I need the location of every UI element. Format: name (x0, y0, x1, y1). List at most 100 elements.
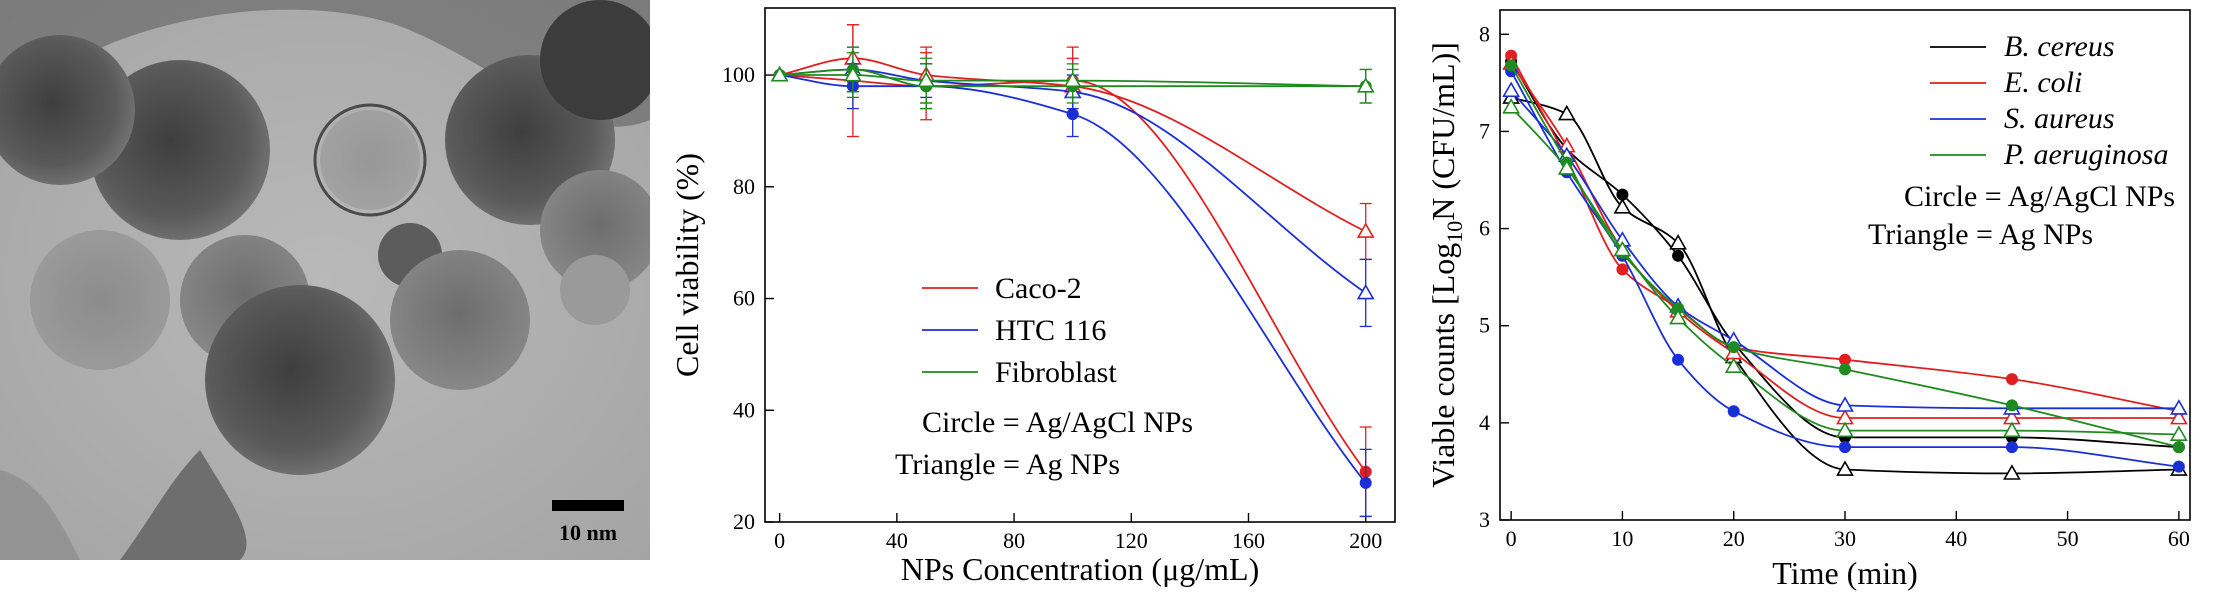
data-point-triangle (1356, 222, 1375, 238)
nanoparticle (540, 170, 660, 290)
data-point-circle (1066, 108, 1079, 121)
data-point-triangle (2169, 399, 2188, 415)
y-tick-label: 60 (733, 286, 755, 311)
series-p-aeruginosa-triangle (1502, 98, 2188, 441)
x-tick-label: 20 (1723, 526, 1745, 551)
legend-note: Triangle = Ag NPs (1868, 218, 2093, 251)
x-tick-label: 80 (1003, 528, 1025, 553)
data-point-circle (1672, 249, 1685, 262)
legend-label: E. coli (2003, 66, 2082, 99)
legend-label: Caco-2 (995, 272, 1082, 305)
data-point-triangle (770, 65, 789, 82)
data-point-circle (1672, 353, 1685, 366)
data-point-circle (1505, 59, 1518, 72)
nanoparticle (313, 103, 427, 217)
data-point-triangle (1613, 240, 1632, 257)
nanoparticle (90, 60, 270, 240)
tem-micrograph: 10 nm (0, 0, 660, 560)
y-axis-label: Viable counts [Log10N (CFU/mL)] (1425, 42, 1467, 488)
y-tick-label: 4 (1479, 410, 1490, 435)
data-point-triangle (1557, 159, 1576, 175)
data-point-circle (1616, 263, 1629, 276)
data-point-triangle (1502, 98, 1521, 114)
data-point-circle (1839, 441, 1851, 454)
data-point-circle (2172, 460, 2185, 473)
legend-label: Fibroblast (995, 356, 1117, 389)
y-axis-label: Cell viability (%) (669, 153, 705, 377)
data-point-triangle (1669, 234, 1687, 250)
data-point-triangle (1724, 357, 1743, 373)
data-point-triangle (1557, 104, 1576, 121)
data-point-circle (2005, 399, 2018, 412)
x-tick-label: 10 (1611, 526, 1633, 551)
tem-image: 10 nm (0, 0, 660, 560)
data-point-circle (1727, 341, 1740, 354)
data-point-triangle (844, 65, 862, 82)
data-point-triangle (1836, 421, 1854, 438)
data-point-circle (2172, 441, 2185, 454)
nanoparticle (0, 35, 135, 185)
legend-label: B. cereus (2004, 30, 2115, 63)
y-tick-label: 5 (1479, 313, 1490, 338)
x-tick-label: 160 (1232, 528, 1265, 553)
nanoparticle (390, 250, 530, 390)
data-point-triangle (2169, 425, 2188, 441)
nanoparticle (30, 230, 170, 370)
x-tick-label: 30 (1834, 526, 1856, 551)
data-point-triangle (917, 71, 936, 88)
y-axis-label-part: N (CFU/mL)] (1425, 42, 1461, 221)
y-axis-label-subscript: 10 (1442, 221, 1467, 243)
legend-label: P. aeruginosa (2003, 138, 2168, 171)
x-tick-label: 0 (774, 528, 785, 553)
legend-note: Triangle = Ag NPs (895, 448, 1120, 481)
nanoparticle (205, 285, 395, 475)
series-fibroblast-triangle (770, 52, 1375, 104)
x-tick-label: 50 (2057, 526, 2079, 551)
x-tick-label: 0 (1506, 526, 1517, 551)
series-caco-2-triangle (770, 24, 1375, 261)
legend-note: Circle = Ag/AgCl NPs (922, 406, 1193, 439)
viable-counts-chart: 0 10 20 30 40 50 60 3 4 5 6 7 8 Time (min) Viable co… (1420, 0, 2213, 594)
data-point-triangle (2003, 464, 2021, 480)
data-point-triangle (1836, 396, 1854, 412)
y-tick-label: 20 (733, 509, 755, 534)
viable-counts-plot: 0 10 20 30 40 50 60 3 4 5 6 7 8 Time (min) Viable co… (1425, 9, 2191, 591)
legend-label: HTC 116 (995, 314, 1106, 347)
cell-viability-plot: 0 40 80 120 160 200 20 40 60 80 100 NPs Concentrat… (669, 7, 1396, 587)
y-tick-label: 8 (1479, 21, 1490, 46)
y-tick-label: 7 (1479, 118, 1490, 143)
data-point-circle (1839, 363, 1851, 376)
x-axis-label: NPs Concentration (μg/mL) (901, 551, 1259, 587)
data-point-triangle (1502, 81, 1521, 98)
data-point-triangle (1669, 308, 1687, 325)
legend-note: Circle = Ag/AgCl NPs (1904, 180, 2175, 213)
data-point-circle (1616, 188, 1629, 201)
legend: Caco-2 HTC 116 Fibroblast Circle = Ag/AgCl … (895, 272, 1193, 481)
data-point-circle (2005, 373, 2018, 386)
data-point-triangle (1356, 77, 1375, 93)
data-point-circle (1359, 476, 1372, 489)
y-axis-label-part: Viable counts [Log (1425, 243, 1461, 488)
legend-label: S. aureus (2004, 102, 2115, 135)
data-point-circle (1727, 405, 1740, 418)
data-point-circle (2005, 441, 2018, 454)
y-tick-label: 3 (1479, 507, 1490, 532)
x-tick-label: 40 (1945, 526, 1967, 551)
x-axis-label: Time (min) (1772, 555, 1918, 591)
scale-bar (552, 500, 624, 511)
y-tick-label: 80 (733, 174, 755, 199)
x-tick-label: 120 (1115, 528, 1148, 553)
scale-bar-label: 10 nm (559, 520, 617, 545)
data-point-triangle (1063, 71, 1082, 88)
cell-viability-chart: 0 40 80 120 160 200 20 40 60 80 100 NPs Concentrat… (660, 0, 1420, 594)
plot-frame (764, 7, 1396, 523)
data-point-triangle (2169, 408, 2188, 425)
data-point-triangle (1356, 283, 1375, 300)
data-point-circle (1839, 353, 1851, 366)
x-tick-label: 40 (886, 528, 908, 553)
y-tick-label: 100 (722, 62, 755, 87)
data-point-circle (1672, 302, 1685, 315)
data-point-triangle (1836, 460, 1854, 476)
data-point-triangle (1613, 198, 1632, 214)
